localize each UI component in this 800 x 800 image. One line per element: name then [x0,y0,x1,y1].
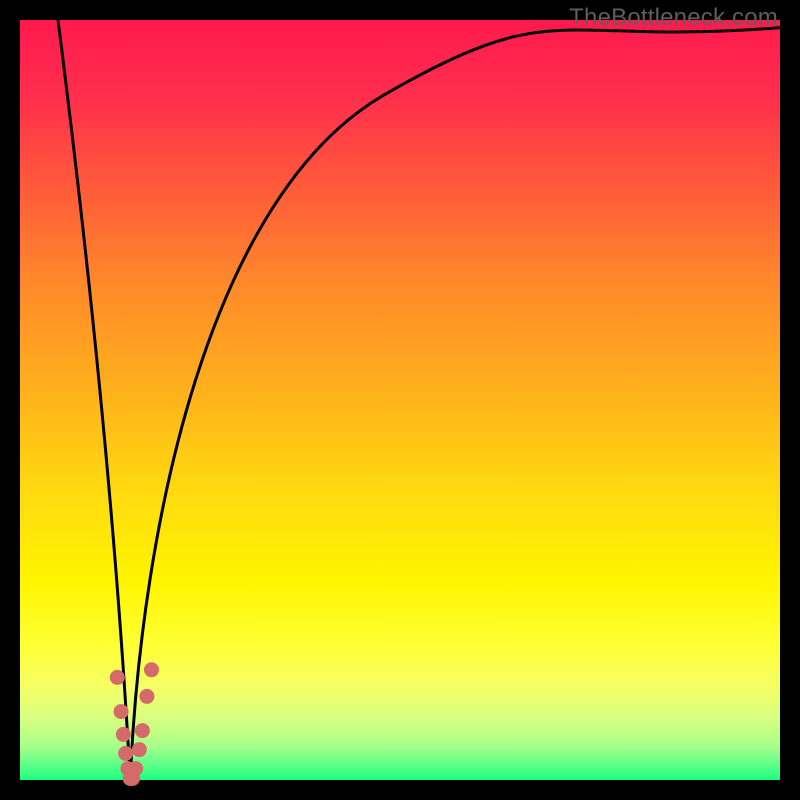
data-marker [110,670,124,684]
chart-stage: TheBottleneck.com [0,0,800,800]
watermark-text: TheBottleneck.com [569,4,778,32]
curve-layer [20,20,780,780]
data-marker [116,727,130,741]
data-marker [140,689,154,703]
data-marker [144,663,158,677]
data-marker [114,705,128,719]
bottleneck-curve [58,20,780,780]
data-marker [119,746,133,760]
data-marker [132,743,146,757]
data-marker [129,762,143,776]
data-marker [135,724,149,738]
plot-area [20,20,780,780]
